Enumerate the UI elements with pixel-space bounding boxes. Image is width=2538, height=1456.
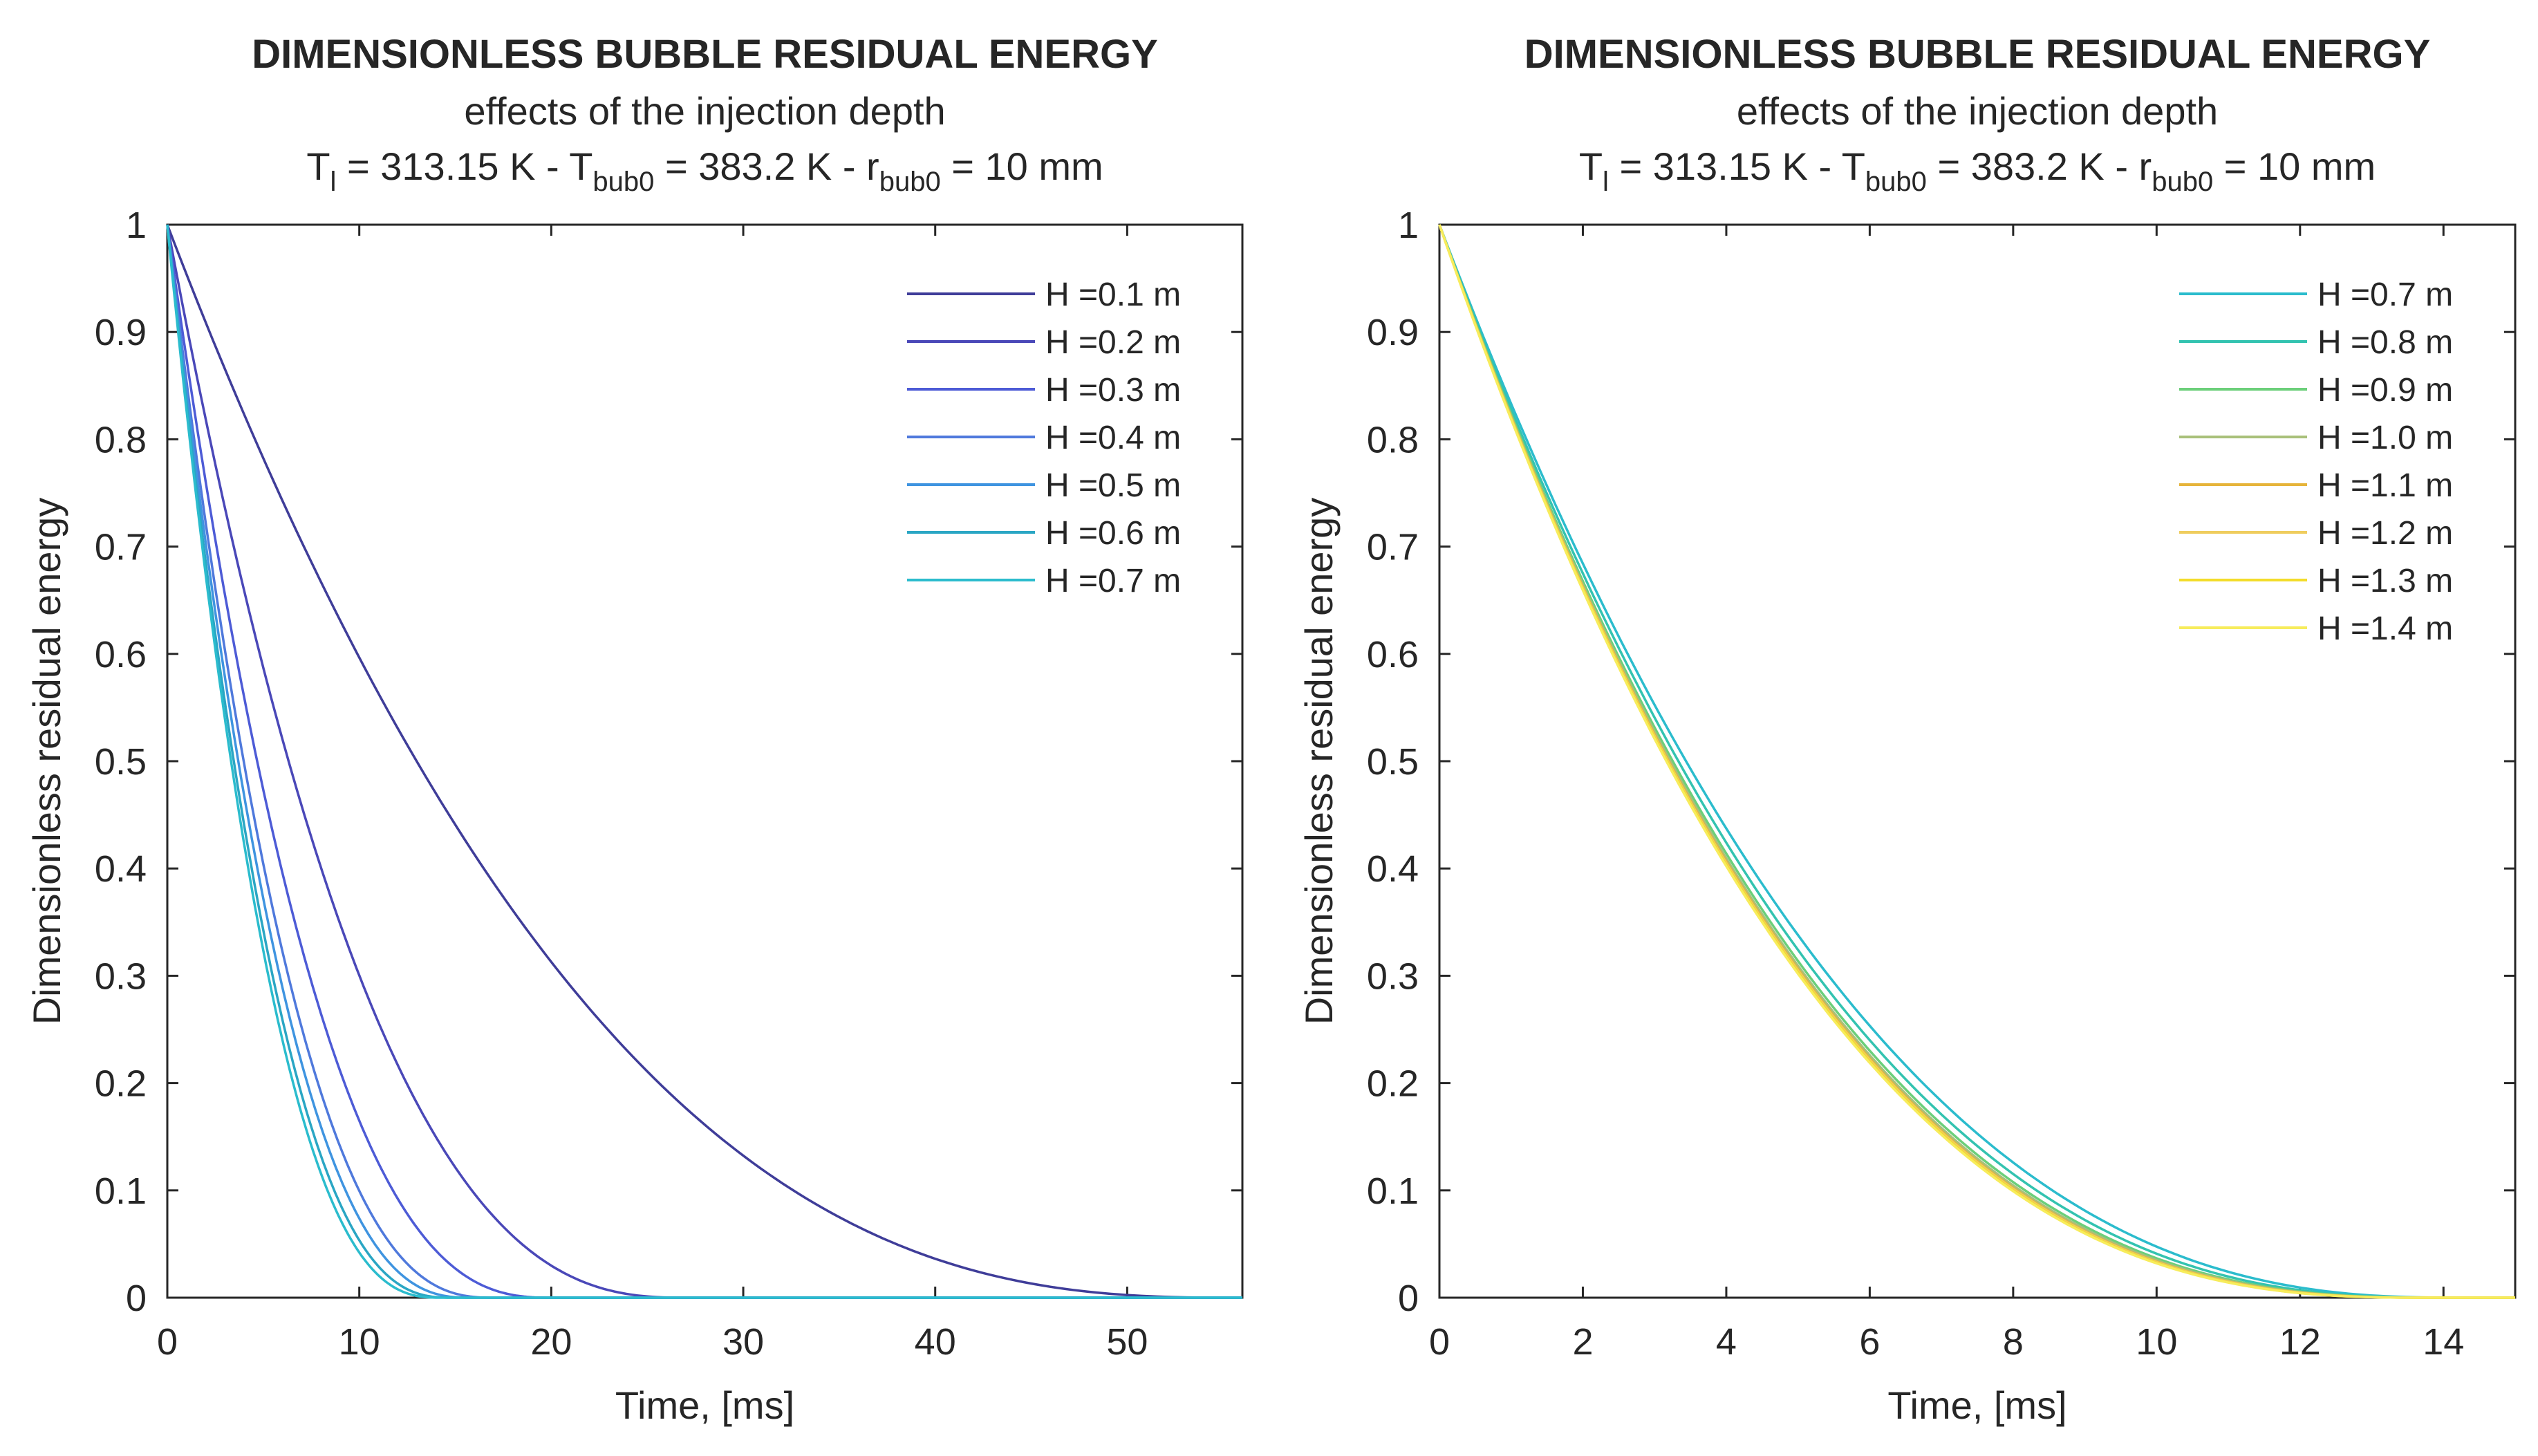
plot-area — [166, 223, 1244, 1299]
y-tick-label: 0.7 — [95, 527, 147, 568]
x-tick-label: 14 — [2423, 1321, 2464, 1363]
y-axis-label: Dimensionless residual energy — [25, 498, 68, 1025]
y-tick-label: 0.6 — [95, 634, 147, 675]
legend-label: H =0.4 m — [1045, 420, 1181, 456]
cond-r-value: = 10 mm — [2213, 144, 2376, 188]
legend-label: H =0.8 m — [2317, 324, 2453, 361]
x-tick-label: 30 — [722, 1321, 764, 1363]
y-tick-label: 0.9 — [95, 312, 147, 353]
panel-2: DIMENSIONLESS BUBBLE RESIDUAL ENERGY effe… — [1297, 32, 2517, 1427]
cond-t-symbol: T — [1579, 144, 1603, 188]
cond-tb-subscript: bub0 — [1865, 167, 1927, 197]
cond-tb-value: = 383.2 K - — [1927, 144, 2139, 188]
cond-t-symbol: T — [306, 144, 330, 188]
y-tick-label: 0.7 — [1367, 527, 1419, 568]
y-tick-label: 0.5 — [95, 741, 147, 783]
y-tick-label: 0 — [1398, 1278, 1419, 1319]
series-line-0.6 — [166, 224, 1242, 1299]
x-axis-label: Time, [ms] — [1887, 1383, 2066, 1427]
panel-1: DIMENSIONLESS BUBBLE RESIDUAL ENERGY effe… — [25, 32, 1244, 1427]
y-tick-label: 0.9 — [1367, 312, 1419, 353]
x-tick-label: 0 — [1429, 1321, 1450, 1363]
legend-label: H =1.3 m — [2317, 563, 2453, 599]
cond-tb-symbol: T — [569, 144, 592, 188]
chart-subtitle: effects of the injection depth — [1737, 89, 2218, 133]
y-tick-label: 0.6 — [1367, 634, 1419, 675]
legend: H =0.7 m H =0.8 m H =0.9 m H =1.0 m H =1.1 m… — [2179, 277, 2453, 647]
legend-label: H =0.1 m — [1045, 277, 1181, 313]
cond-tb-subscript: bub0 — [592, 167, 654, 197]
cond-t-value: = 313.15 K - — [1609, 144, 1842, 188]
cond-t-subscript: l — [1603, 167, 1609, 197]
legend-label: H =0.2 m — [1045, 324, 1181, 361]
cond-t-value: = 313.15 K - — [336, 144, 569, 188]
x-tick-label: 10 — [2136, 1321, 2177, 1363]
cond-r-symbol: r — [2139, 144, 2152, 188]
series-line-1.4 — [1438, 224, 2515, 1299]
x-tick-label: 0 — [157, 1321, 178, 1363]
x-tick-label: 20 — [530, 1321, 572, 1363]
cond-r-symbol: r — [866, 144, 879, 188]
cond-r-subscript: bub0 — [2152, 167, 2213, 197]
y-tick-label: 0.5 — [1367, 741, 1419, 783]
plot-area — [1438, 223, 2517, 1299]
y-tick-label: 0.1 — [95, 1170, 147, 1212]
series-line-0.5 — [166, 224, 1242, 1299]
legend-label: H =1.1 m — [2317, 467, 2453, 504]
y-tick-label: 0.8 — [1367, 419, 1419, 460]
chart-subtitle: effects of the injection depth — [464, 89, 945, 133]
legend-label: H =0.3 m — [1045, 372, 1181, 409]
x-tick-label: 4 — [1716, 1321, 1737, 1363]
cond-r-value: = 10 mm — [941, 144, 1103, 188]
x-tick-label: 50 — [1106, 1321, 1148, 1363]
x-tick-label: 2 — [1572, 1321, 1593, 1363]
y-tick-label: 0.4 — [95, 848, 147, 890]
series-line-0.1 — [166, 224, 1242, 1299]
x-tick-label: 6 — [1859, 1321, 1880, 1363]
chart-conditions: Tl = 313.15 K - Tbub0 = 383.2 K - rbub0 … — [306, 144, 1103, 197]
y-tick-label: 1 — [126, 205, 147, 246]
series-line-0.4 — [166, 224, 1242, 1299]
y-tick-label: 0.3 — [1367, 955, 1419, 997]
cond-tb-symbol: T — [1842, 144, 1865, 188]
cond-r-subscript: bub0 — [879, 167, 941, 197]
chart-title: DIMENSIONLESS BUBBLE RESIDUAL ENERGY — [1524, 32, 2431, 77]
legend-label: H =0.7 m — [2317, 277, 2453, 313]
y-axis-label: Dimensionless residual energy — [1297, 498, 1341, 1025]
series-line-0.7 — [166, 224, 1242, 1299]
y-tick-label: 0.8 — [95, 419, 147, 460]
y-tick-label: 0.2 — [95, 1063, 147, 1105]
y-tick-label: 1 — [1398, 205, 1419, 246]
series-line-0.7 — [1438, 224, 2515, 1299]
x-tick-label: 40 — [915, 1321, 956, 1363]
chart-title: DIMENSIONLESS BUBBLE RESIDUAL ENERGY — [252, 32, 1158, 77]
legend-label: H =0.7 m — [1045, 563, 1181, 599]
legend-label: H =0.9 m — [2317, 372, 2453, 409]
chart-conditions: Tl = 313.15 K - Tbub0 = 383.2 K - rbub0 … — [1579, 144, 2376, 197]
legend-label: H =0.5 m — [1045, 467, 1181, 504]
legend-label: H =0.6 m — [1045, 515, 1181, 552]
series-line-0.8 — [1438, 224, 2515, 1299]
y-tick-label: 0.4 — [1367, 848, 1419, 890]
x-tick-label: 12 — [2279, 1321, 2321, 1363]
y-tick-label: 0.2 — [1367, 1063, 1419, 1105]
legend-label: H =1.0 m — [2317, 420, 2453, 456]
series-line-0.2 — [166, 224, 1242, 1299]
y-tick-label: 0.3 — [95, 955, 147, 997]
legend-label: H =1.2 m — [2317, 515, 2453, 552]
x-tick-label: 10 — [339, 1321, 380, 1363]
y-tick-label: 0.1 — [1367, 1170, 1419, 1212]
cond-t-subscript: l — [330, 167, 337, 197]
x-tick-label: 8 — [2003, 1321, 2024, 1363]
series-line-0.3 — [166, 224, 1242, 1299]
cond-tb-value: = 383.2 K - — [654, 144, 866, 188]
y-tick-label: 0 — [126, 1278, 147, 1319]
legend-label: H =1.4 m — [2317, 610, 2453, 647]
x-axis-label: Time, [ms] — [615, 1383, 794, 1427]
legend: H =0.1 m H =0.2 m H =0.3 m H =0.4 m H =0.5 m… — [907, 277, 1181, 599]
